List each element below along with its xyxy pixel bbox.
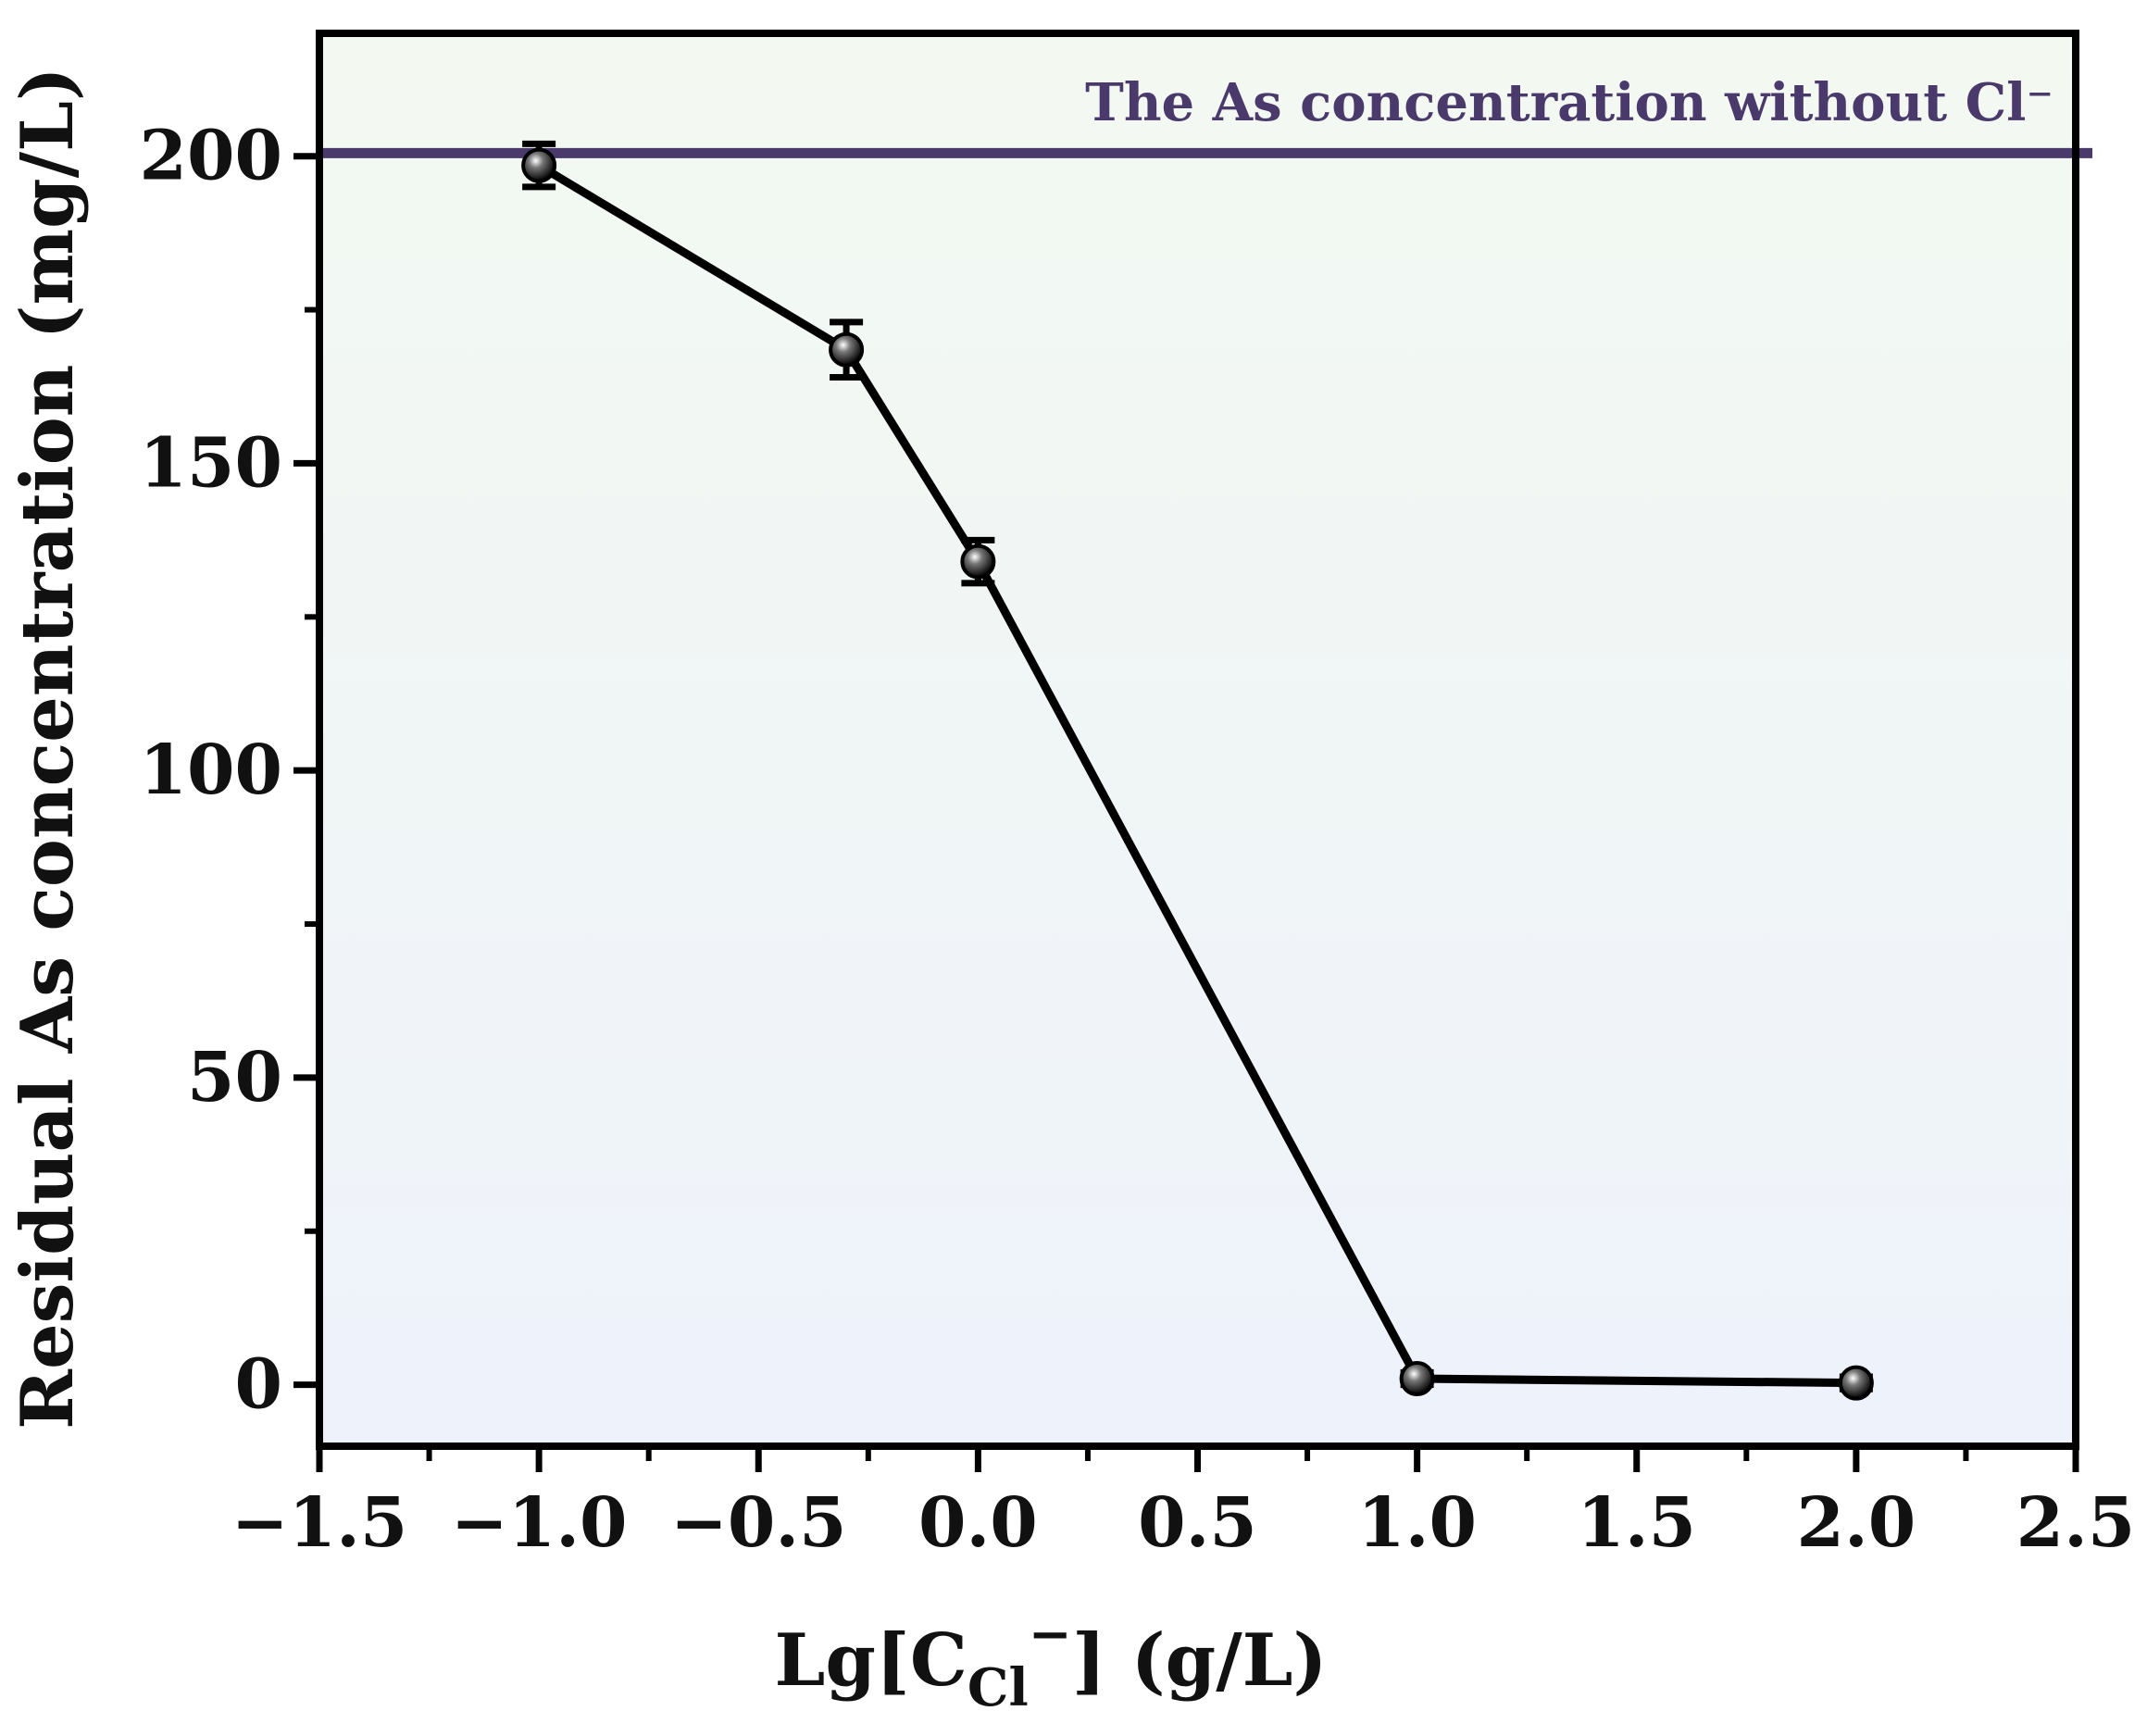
- x-axis-label: Lg[CCl−] (g/L): [775, 1604, 1328, 1718]
- y-tick-label: 200: [140, 117, 282, 196]
- y-tick-label: 150: [140, 423, 282, 503]
- data-point: [960, 543, 996, 580]
- y-tick-label: 50: [187, 1038, 282, 1118]
- x-tick-label: −0.5: [670, 1483, 847, 1563]
- plot-background: [319, 33, 2076, 1446]
- data-point: [1399, 1361, 1435, 1397]
- x-axis-label-tail: ] (g/L): [1072, 1618, 1328, 1703]
- x-tick-label: 1.5: [1577, 1483, 1696, 1563]
- y-axis-label: Residual As concentration (mg/L): [6, 67, 90, 1430]
- tick-labels: −1.5 −1.0 −0.5 0.0 0.5 1.0 1.5 2.0 2.5 0 50 100 150 2…: [140, 117, 2136, 1563]
- x-axis-label-sub: Cl: [967, 1657, 1029, 1718]
- reference-line-label: The As concentration without Cl⁻: [1085, 72, 2053, 133]
- plot-frame: [316, 30, 2079, 1450]
- data-point: [521, 147, 557, 183]
- reference-line-label-main: The As concentration without Cl: [1085, 72, 2026, 133]
- x-tick-label: −1.5: [231, 1483, 408, 1563]
- y-tick-label: 0: [235, 1345, 283, 1425]
- x-axis-label-sup: −: [1029, 1604, 1072, 1665]
- x-tick-label: 1.0: [1357, 1483, 1477, 1563]
- data-point: [829, 331, 865, 368]
- series-group: [521, 140, 1874, 1401]
- reference-line-label-sup: ⁻: [2026, 72, 2053, 133]
- x-tick-label: −1.0: [451, 1483, 628, 1563]
- y-tick-label: 100: [140, 731, 282, 810]
- data-point: [1838, 1365, 1874, 1401]
- x-tick-label: 2.5: [2016, 1483, 2136, 1563]
- x-axis-label-main: Lg[C: [775, 1618, 967, 1703]
- x-tick-label: 0.5: [1138, 1483, 1257, 1563]
- x-tick-label: 0.0: [918, 1483, 1038, 1563]
- x-tick-label: 2.0: [1797, 1483, 1916, 1563]
- reference-line-group: The As concentration without Cl⁻: [319, 72, 2092, 158]
